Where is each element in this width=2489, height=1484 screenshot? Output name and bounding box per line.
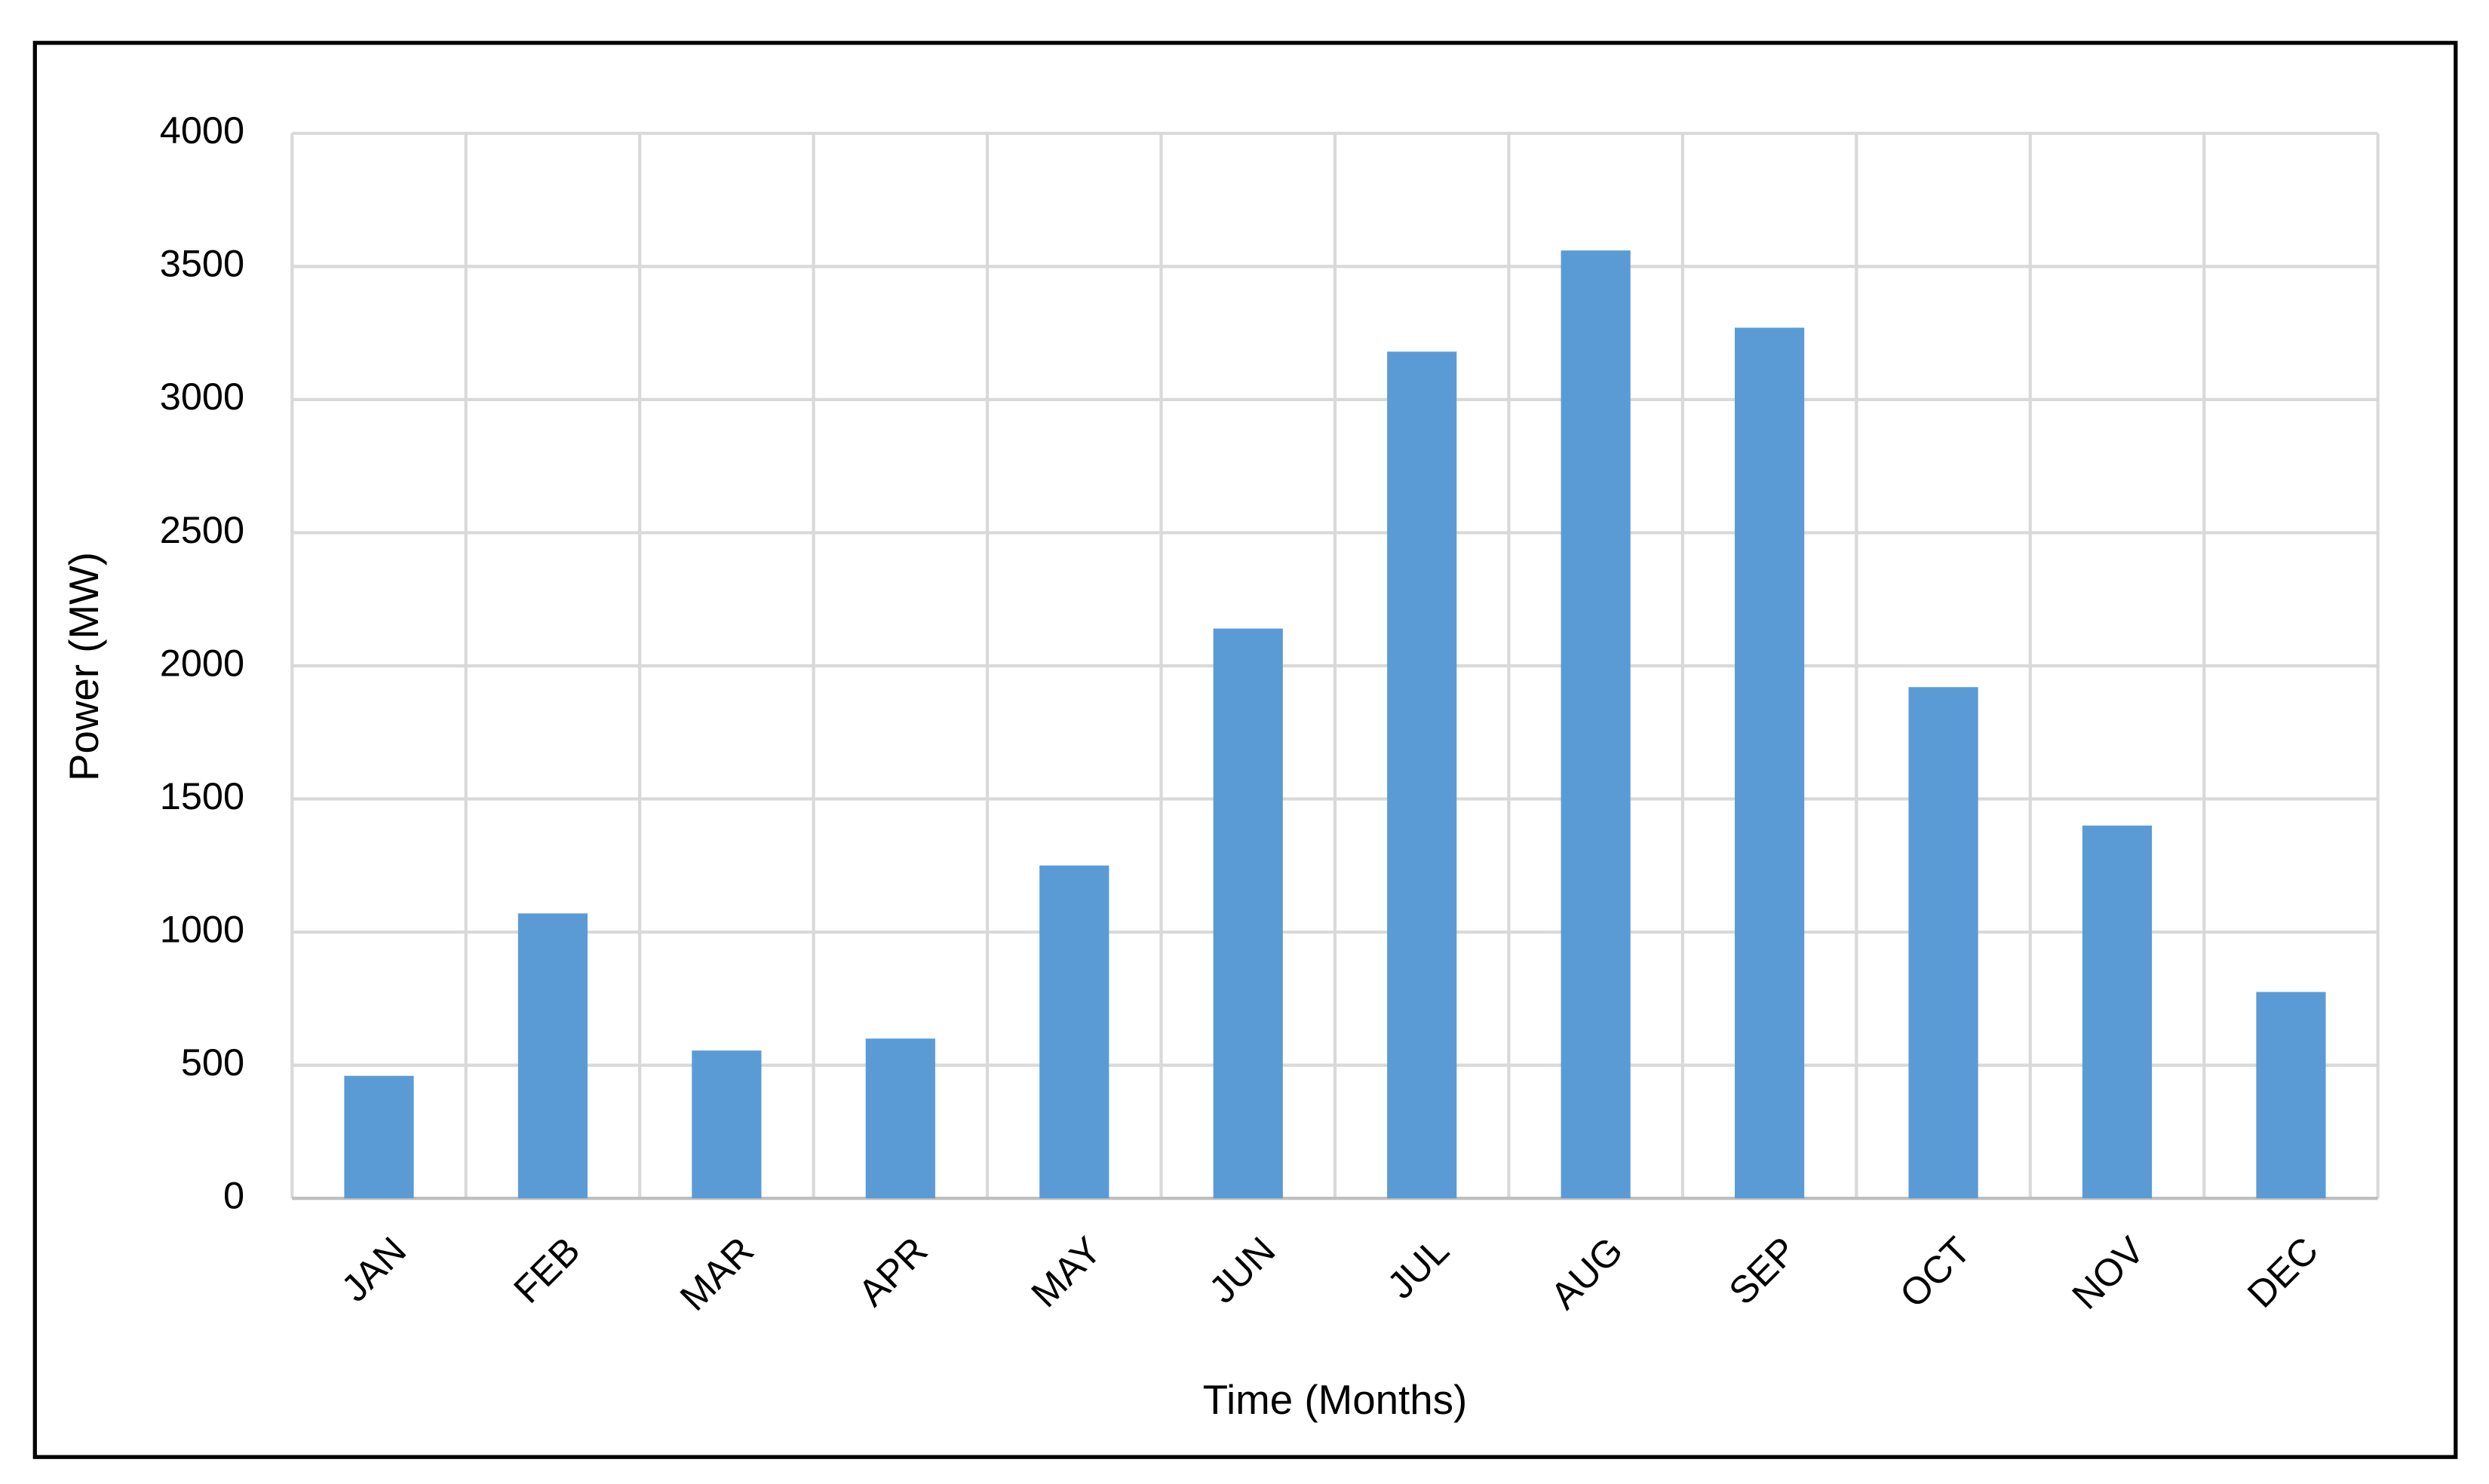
bar (865, 1038, 935, 1199)
bar (692, 1050, 762, 1199)
bar (1908, 687, 1978, 1199)
y-tick-label: 4000 (160, 109, 244, 152)
y-tick-label: 2500 (160, 508, 244, 551)
bar (1039, 865, 1109, 1199)
y-tick-label: 0 (223, 1173, 244, 1216)
y-tick-label: 500 (181, 1041, 244, 1084)
y-axis-title: Power (MW) (60, 552, 107, 781)
y-tick-label: 1500 (160, 774, 244, 817)
bar (1561, 250, 1631, 1199)
bar (344, 1075, 414, 1199)
y-tick-label: 3500 (160, 242, 244, 285)
bar (1735, 327, 1805, 1199)
bar (1213, 628, 1283, 1199)
y-tick-label: 2000 (160, 641, 244, 684)
y-tick-label: 3000 (160, 375, 244, 418)
x-axis-title: Time (Months) (1203, 1376, 1468, 1423)
y-tick-label: 1000 (160, 907, 244, 950)
bar (1387, 351, 1457, 1199)
bar (517, 913, 588, 1199)
bar (2082, 825, 2153, 1199)
bar (2256, 992, 2326, 1199)
chart-frame (32, 41, 2458, 1459)
